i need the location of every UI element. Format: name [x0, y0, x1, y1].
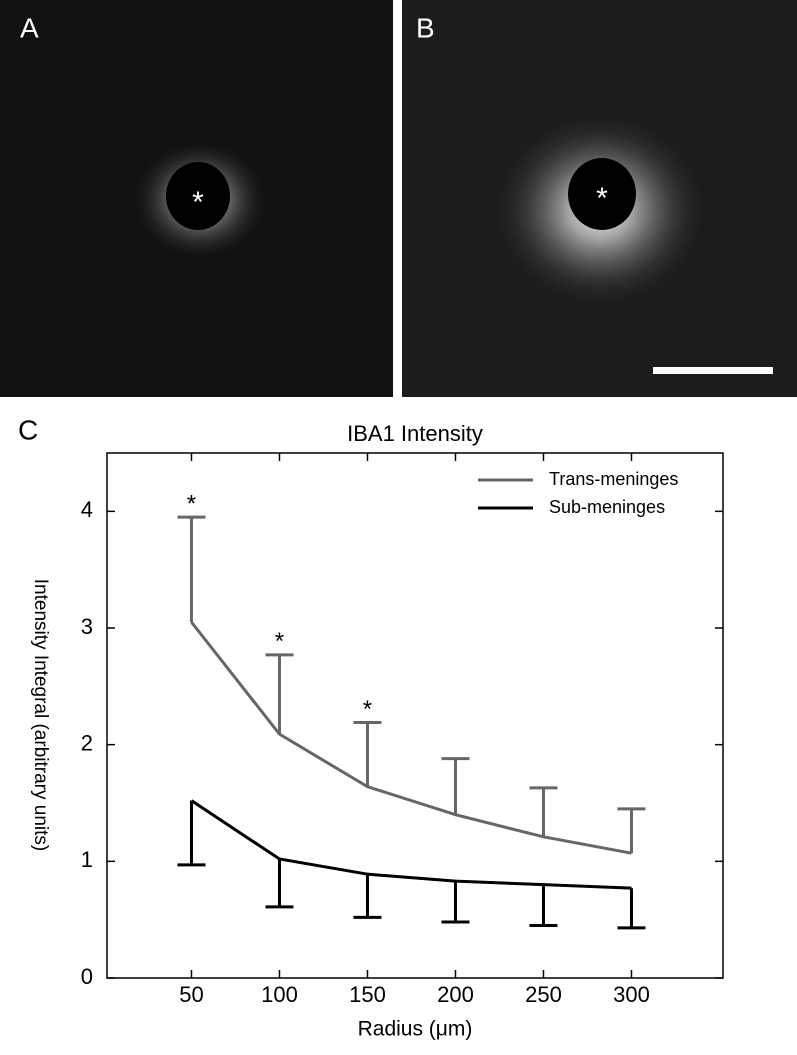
data-line [190, 799, 632, 890]
legend-label: Sub-meninges [549, 497, 665, 517]
y-tick-label: 0 [81, 964, 93, 989]
x-tick-label: 200 [437, 982, 474, 1007]
x-axis-label: Radius (μm) [358, 1018, 473, 1041]
micrograph-b [402, 0, 797, 397]
error-bar [353, 874, 382, 919]
x-tick-label: 250 [525, 982, 562, 1007]
y-tick-label: 1 [81, 847, 93, 872]
significance-marker: * [363, 696, 372, 723]
error-bar [529, 786, 558, 837]
x-tick-label: 150 [349, 982, 386, 1007]
error-bar [265, 859, 294, 909]
error-bar [529, 884, 558, 927]
micrograph-a [0, 0, 393, 397]
x-tick-label: 300 [613, 982, 650, 1007]
x-tick-label: 100 [261, 982, 298, 1007]
plot-frame [106, 452, 724, 979]
panel-label: A [20, 12, 39, 43]
error-bar [177, 515, 206, 623]
legend-label: Trans-meninges [549, 469, 678, 489]
error-bar [441, 881, 470, 924]
error-bar [353, 721, 382, 787]
error-bar [617, 807, 646, 854]
error-bar [617, 888, 646, 930]
significance-marker: * [275, 628, 284, 655]
lesion-marker: * [192, 186, 204, 219]
lesion-marker: * [596, 182, 608, 215]
y-tick-label: 4 [81, 497, 93, 522]
y-tick-label: 3 [81, 614, 93, 639]
x-tick-label: 50 [179, 982, 203, 1007]
panel-label: C [18, 414, 38, 445]
error-bar [177, 800, 206, 867]
error-bar [265, 653, 294, 735]
y-tick-label: 2 [81, 730, 93, 755]
significance-marker: * [187, 491, 196, 518]
panel-label: B [416, 12, 435, 43]
scale-bar [653, 367, 773, 374]
y-axis-label: Intensity Integral (arbitrary units) [30, 579, 51, 851]
data-line [190, 621, 632, 855]
chart-title: IBA1 Intensity [347, 421, 483, 446]
error-bar [441, 757, 470, 815]
